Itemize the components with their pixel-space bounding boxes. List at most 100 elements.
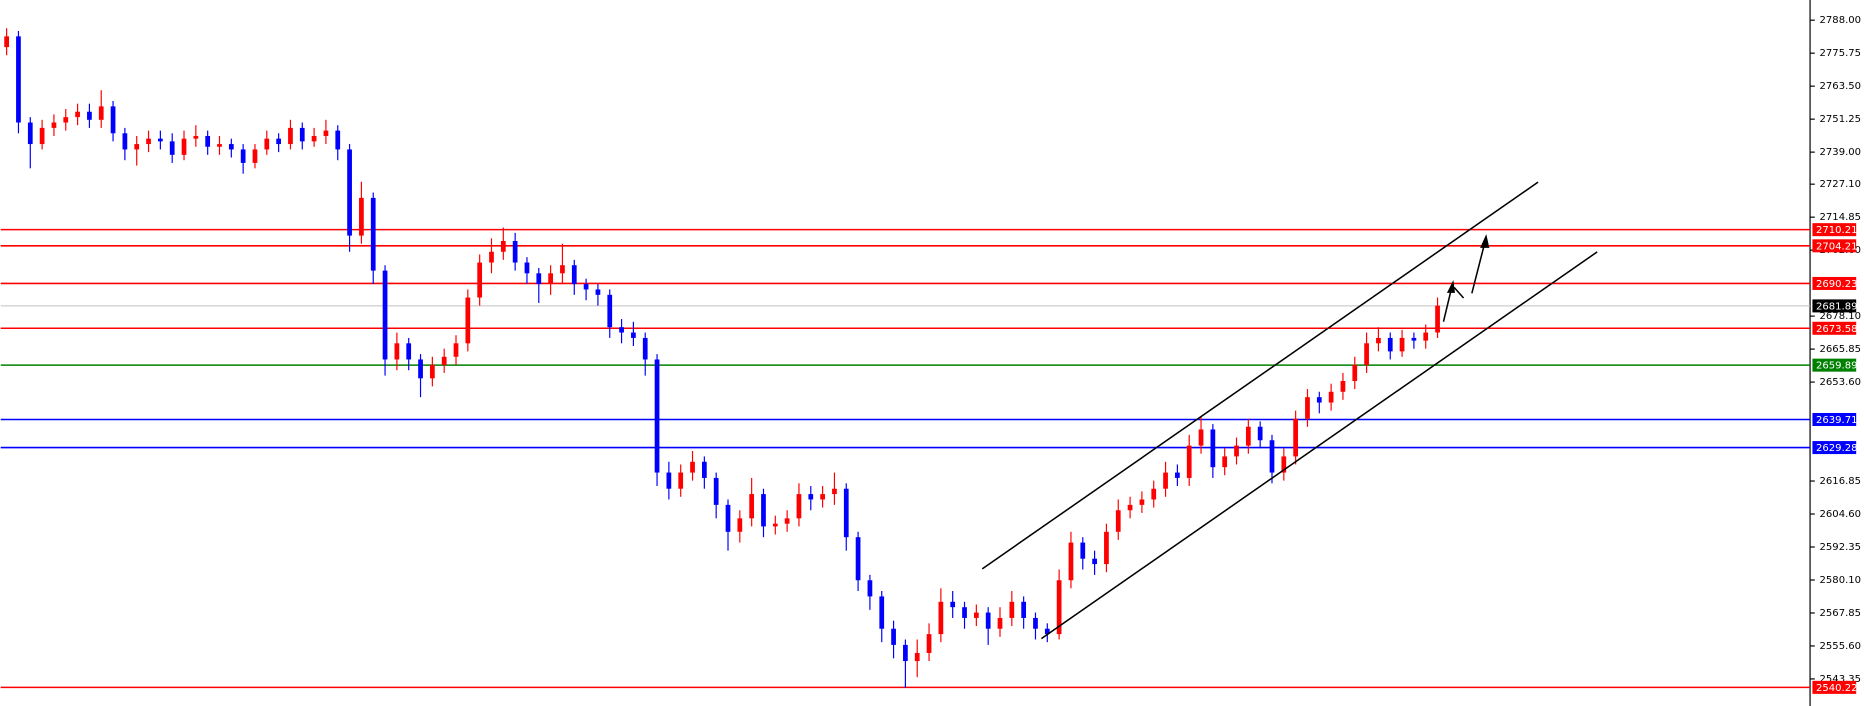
candle-body bbox=[335, 130, 341, 150]
candle-body bbox=[560, 265, 565, 274]
y-tick-label: 2592.35 bbox=[1820, 542, 1862, 553]
candle-body bbox=[205, 135, 211, 147]
candle-body bbox=[87, 111, 92, 120]
candle-body bbox=[512, 240, 518, 263]
candle-body bbox=[252, 149, 258, 163]
candle-body bbox=[666, 472, 672, 489]
candle-body bbox=[1316, 397, 1322, 403]
level-label: 2710.21 bbox=[1816, 225, 1858, 236]
candle-body bbox=[713, 477, 719, 505]
candle-body bbox=[536, 273, 542, 285]
y-tick-label: 2763.50 bbox=[1820, 81, 1862, 92]
candle-body bbox=[1186, 445, 1192, 478]
candle-body bbox=[607, 294, 613, 328]
candle-body bbox=[548, 273, 553, 285]
candle-body bbox=[477, 262, 483, 298]
level-box bbox=[1812, 239, 1857, 253]
candle-body bbox=[217, 144, 222, 147]
candle-body bbox=[465, 297, 471, 344]
candle-body bbox=[16, 36, 21, 123]
candle-body bbox=[642, 337, 648, 360]
candle-body bbox=[1435, 305, 1440, 333]
candle-body bbox=[1198, 429, 1204, 446]
y-tick-label: 2665.85 bbox=[1820, 344, 1862, 355]
candle-body bbox=[820, 494, 825, 500]
candle-body bbox=[631, 332, 636, 338]
levels-layer bbox=[0, 228, 1811, 689]
arrow-path bbox=[1471, 242, 1486, 294]
candle-body bbox=[761, 494, 766, 527]
channel-upper-line bbox=[981, 181, 1539, 570]
candle-body bbox=[4, 36, 9, 48]
candle-body bbox=[749, 494, 755, 519]
candle-body bbox=[1245, 426, 1251, 446]
candle-body bbox=[1044, 628, 1050, 635]
candle-body bbox=[879, 596, 885, 629]
candle-body bbox=[867, 580, 873, 597]
candle-body bbox=[1104, 531, 1109, 565]
candle-body bbox=[1056, 580, 1062, 635]
candle-body bbox=[323, 130, 329, 136]
arrow-path bbox=[1453, 286, 1465, 299]
candle-body bbox=[240, 149, 246, 163]
y-tick-label: 2678.10 bbox=[1820, 311, 1862, 322]
candle-body bbox=[1364, 343, 1369, 365]
candle-body bbox=[985, 612, 991, 629]
candle-body bbox=[1234, 445, 1239, 457]
candle-body bbox=[1068, 542, 1074, 581]
candle-body bbox=[855, 537, 861, 581]
candle-body bbox=[524, 262, 530, 274]
candle-body bbox=[500, 240, 506, 252]
candle-body bbox=[1115, 510, 1121, 532]
y-tick-label: 2727.10 bbox=[1820, 179, 1862, 190]
candle-body bbox=[1293, 418, 1299, 457]
arrow-head bbox=[1446, 280, 1455, 293]
candle-body bbox=[122, 133, 128, 150]
level-label: 2629.28 bbox=[1816, 443, 1858, 454]
candle-body bbox=[1151, 488, 1157, 500]
annotations bbox=[981, 181, 1598, 640]
candle-body bbox=[418, 359, 423, 379]
candle-body bbox=[359, 197, 364, 236]
candle-body bbox=[926, 634, 932, 653]
candle-body bbox=[441, 356, 447, 365]
candle-body bbox=[973, 612, 979, 618]
level-label: 2540.22 bbox=[1816, 683, 1858, 694]
candle-body bbox=[1257, 426, 1263, 441]
candle-body bbox=[299, 127, 305, 142]
candle-body bbox=[311, 135, 317, 142]
channel-lower-line bbox=[1040, 251, 1598, 640]
level-box bbox=[1812, 412, 1857, 426]
candle-body bbox=[1175, 472, 1180, 478]
candle-body bbox=[489, 251, 494, 263]
candle-body bbox=[429, 364, 435, 379]
candle-body bbox=[347, 149, 352, 236]
level-box bbox=[1812, 276, 1857, 290]
candle-body bbox=[169, 141, 175, 155]
last-price-box bbox=[1812, 299, 1857, 313]
y-tick-label: 2653.60 bbox=[1820, 377, 1862, 388]
candle-body bbox=[1411, 337, 1417, 341]
candle-body bbox=[63, 117, 69, 123]
candle-body bbox=[796, 494, 802, 519]
y-tick-label: 2714.85 bbox=[1820, 212, 1862, 223]
level-box bbox=[1812, 680, 1857, 694]
candle-body bbox=[843, 488, 849, 538]
candle-body bbox=[808, 494, 814, 500]
candle-body bbox=[950, 601, 956, 608]
y-tick-label: 2775.75 bbox=[1820, 48, 1862, 59]
level-label: 2704.21 bbox=[1816, 241, 1858, 252]
candle-body bbox=[1387, 337, 1393, 352]
candle-body bbox=[1092, 558, 1097, 565]
candle-body bbox=[737, 518, 743, 532]
candle-body bbox=[1399, 337, 1405, 352]
last-price-label: 2681.89 bbox=[1816, 301, 1858, 312]
candle-body bbox=[98, 106, 104, 120]
candle-body bbox=[701, 461, 707, 478]
candle-body bbox=[406, 343, 412, 360]
candle-body bbox=[1210, 429, 1216, 468]
candle-body bbox=[725, 504, 731, 532]
level-label: 2639.71 bbox=[1816, 415, 1858, 426]
